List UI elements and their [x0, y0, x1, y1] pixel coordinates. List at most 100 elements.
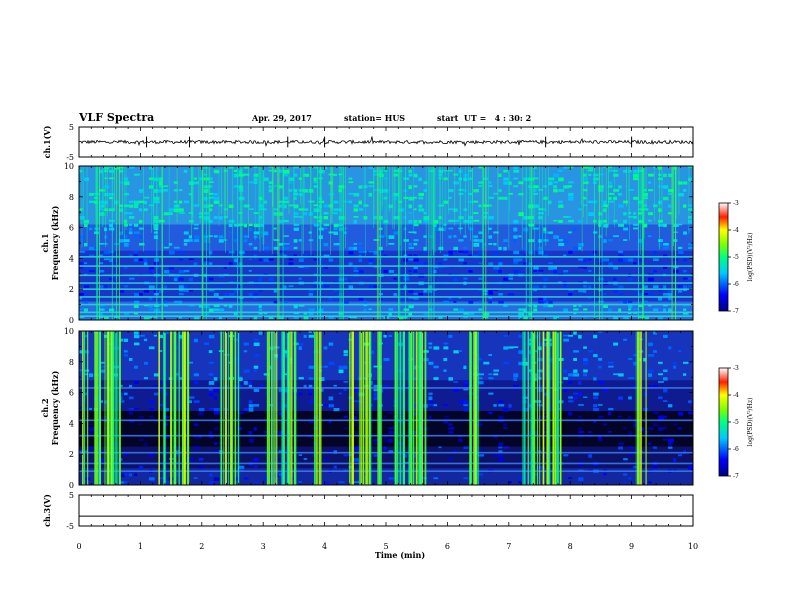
ch1-spectrogram-cell: [603, 223, 609, 228]
ch1-spectrogram-cell: [648, 173, 654, 177]
ch1-spectrogram-cell: [183, 169, 188, 173]
ch1-spectrogram-cell: [523, 316, 528, 320]
ch2-spectrogram-cell: [233, 477, 240, 481]
ch1-spectrogram-cell: [653, 269, 657, 273]
ch1-spectrogram-cell: [348, 200, 352, 204]
ch1-spectrogram-cell: [623, 300, 628, 304]
ch1-spectrogram-cell: [583, 196, 587, 200]
ch1-spectrogram-cell: [318, 258, 325, 261]
ch1-spectrogram-cell: [568, 250, 573, 254]
ch2-spectrogram-cell: [213, 411, 220, 415]
ch2-spectrogram-cell: [478, 473, 484, 476]
ch2-spectrogram-ytick-label: 10: [64, 327, 74, 336]
ch1-spectrogram-cell: [583, 166, 589, 169]
ch1-spectrogram-cell: [688, 204, 693, 207]
ch2-spectrogram-cell: [148, 400, 155, 404]
ch2-spectrogram-ytick-label: 2: [69, 450, 74, 459]
ch1-spectrogram-cell: [563, 285, 569, 289]
ch2-spectrogram-cell: [83, 369, 90, 372]
ch1-spectrogram-cell: [638, 219, 644, 224]
ch1-spectrogram-cell: [608, 192, 615, 195]
ch1-spectrogram-cell: [118, 169, 124, 173]
ch2-spectrogram-cell: [83, 392, 88, 396]
ch1-spectrogram-cell: [218, 285, 223, 287]
ch1-spectrogram-cell: [83, 223, 88, 228]
ch2-spectrogram-cell: [663, 334, 668, 338]
ch1-spectrogram-cell: [193, 316, 200, 320]
ch2-spectrogram-cell: [428, 346, 433, 349]
ch1-spectrogram-cell: [603, 258, 610, 262]
ch1-spectrogram-cell: [683, 204, 687, 208]
ch1-spectrogram-cell: [323, 204, 329, 208]
ch2-spectrogram-cell: [633, 465, 638, 469]
ch2-spectrogram-cell: [643, 392, 648, 397]
ch2-spectrogram-cell: [253, 354, 260, 358]
ch1-spectrogram-cell: [603, 204, 609, 208]
ch2-spectrogram-cell: [658, 427, 663, 431]
ch2-spectrogram-cell: [563, 338, 570, 342]
ch2-spectrogram-colorbar-label: log(PSD)(V²/Hz): [747, 398, 754, 447]
ch2-spectrogram-cell: [668, 404, 673, 408]
ch1-spectrogram-cell: [98, 169, 103, 174]
ch1-spectrogram-cell: [618, 250, 623, 253]
ch1-spectrogram-cell: [133, 312, 138, 315]
ch1-spectrogram-cell: [338, 227, 344, 231]
ch2-spectrogram-cell: [238, 384, 243, 388]
ch1-spectrogram-cell: [503, 239, 508, 243]
ch1-spectrogram-cell: [513, 169, 520, 173]
ch1-spectrogram-cell: [228, 293, 235, 297]
ch1-spectrogram-cell: [608, 169, 614, 172]
ch1-spectrogram-cell: [163, 300, 168, 304]
ch1-spectrogram-cell: [548, 177, 555, 181]
ch1-spectrogram-cell: [368, 250, 374, 253]
ch1-spectrogram-cell: [468, 269, 473, 273]
ch1-spectrogram-cell: [233, 235, 239, 238]
ch1-spectrogram-cell: [473, 239, 479, 242]
ch1-spectrogram-cell: [478, 308, 483, 311]
ch1-spectrogram-cell: [548, 266, 554, 270]
x-tick-label: 7: [506, 542, 511, 551]
x-tick-label: 2: [199, 542, 204, 551]
ch2-spectrogram-cell: [593, 396, 598, 400]
ch1-spectrogram-cell: [428, 293, 433, 296]
ch2-spectrogram-cell: [343, 454, 349, 457]
ch1-spectrogram-cell: [653, 308, 659, 312]
ch2-spectrogram-cell: [143, 377, 149, 380]
ch2-spectrogram-cell: [663, 400, 668, 402]
ch1-spectrogram-cell: [453, 308, 459, 311]
ch1-spectrogram-cell: [328, 296, 333, 301]
ch1-spectrogram-cell: [413, 243, 418, 246]
ch3-waveform-ytick-label: -5: [66, 522, 74, 531]
ch1-spectrogram-ytick-label: 6: [69, 224, 74, 233]
ch1-spectrogram-cell: [348, 181, 354, 184]
ch2-spectrogram-cell: [668, 346, 672, 350]
ch2-spectrogram-cell: [538, 415, 545, 420]
ch1-spectrogram-cell: [403, 227, 407, 231]
ch1-spectrogram-cell: [648, 212, 654, 216]
ch1-spectrogram-cell: [283, 243, 290, 245]
ch1-spectrogram-cell: [513, 262, 518, 265]
ch1-spectrogram-cell: [303, 189, 308, 193]
ch1-spectrogram-cell: [523, 227, 529, 232]
ch2-spectrogram-cell: [373, 396, 378, 401]
ch1-spectrogram-cell: [613, 277, 617, 281]
ch1-spectrogram-cell: [578, 304, 582, 307]
ch1-spectrogram-cell: [463, 277, 468, 280]
ch1-spectrogram-cell: [278, 250, 285, 253]
ch1-spectrogram-cell: [408, 196, 415, 201]
ch2-spectrogram-cell: [248, 384, 253, 388]
ch2-spectrogram-cell: [193, 434, 199, 439]
ch1-spectrogram-cell: [633, 227, 639, 230]
ch1-spectrogram-cell: [283, 285, 287, 289]
ch2-spectrogram-cell: [533, 465, 539, 468]
ch2-spectrogram-cell: [623, 427, 627, 430]
x-tick-label: 4: [322, 542, 327, 551]
ch1-spectrogram-cell: [643, 192, 648, 197]
ch1-spectrogram-cell: [148, 166, 153, 170]
ch1-spectrogram-cell: [403, 254, 407, 258]
ch1-spectrogram-cell: [433, 266, 439, 269]
ch2-spectrogram-cell: [163, 408, 170, 412]
ch2-spectrogram-cell: [628, 357, 633, 360]
ch1-spectrogram-cell: [173, 277, 178, 282]
ch1-spectrogram-cell: [653, 204, 658, 208]
